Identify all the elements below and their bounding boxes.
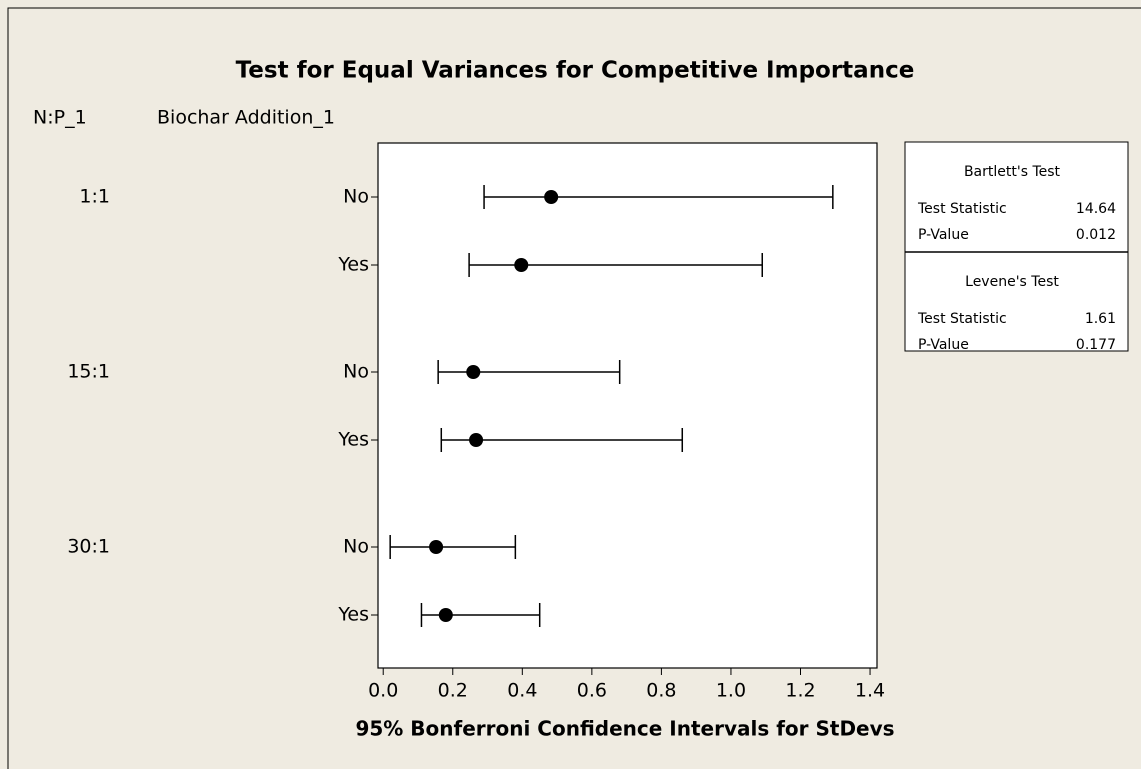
plot-area [377,142,878,669]
test-row-label: P-Value [918,227,969,243]
x-tick-label: 0.0 [368,680,398,702]
category-label: Yes [337,254,369,276]
category-label: No [343,186,369,208]
x-tick-label: 0.8 [646,680,676,702]
x-tick-label: 1.0 [716,680,746,702]
group-label: 1:1 [79,186,110,208]
x-tick-label: 0.4 [507,680,537,702]
test-row-value: 0.012 [1076,227,1116,243]
chart-title: Test for Equal Variances for Competitive… [236,58,915,84]
test-row-label: P-Value [918,337,969,353]
category-label: No [343,361,369,383]
test-row-value: 1.61 [1085,311,1116,327]
category-label: Yes [337,604,369,626]
category-header: Biochar Addition_1 [157,107,335,129]
test-row-value: 0.177 [1076,337,1116,353]
group-label: 30:1 [67,536,110,558]
x-tick-label: 0.6 [577,680,607,702]
category-label: Yes [337,429,369,451]
test-row-value: 14.64 [1076,201,1116,217]
group-header: N:P_1 [33,107,87,129]
x-axis-label: 95% Bonferroni Confidence Intervals for … [355,717,894,741]
point-estimate [544,190,559,204]
point-estimate [469,433,484,447]
test-row-label: Test Statistic [917,311,1007,327]
category-label: No [343,536,369,558]
x-tick-label: 1.2 [785,680,815,702]
test-box [904,141,1129,352]
test-title: Bartlett's Test [964,164,1061,180]
x-tick-label: 1.4 [855,680,885,702]
x-tick-label: 0.2 [438,680,468,702]
point-estimate [429,540,444,554]
group-label: 15:1 [67,361,110,383]
point-estimate [438,608,453,622]
test-row-label: Test Statistic [917,201,1007,217]
test-title: Levene's Test [965,274,1059,290]
point-estimate [514,258,529,272]
point-estimate [466,365,481,379]
